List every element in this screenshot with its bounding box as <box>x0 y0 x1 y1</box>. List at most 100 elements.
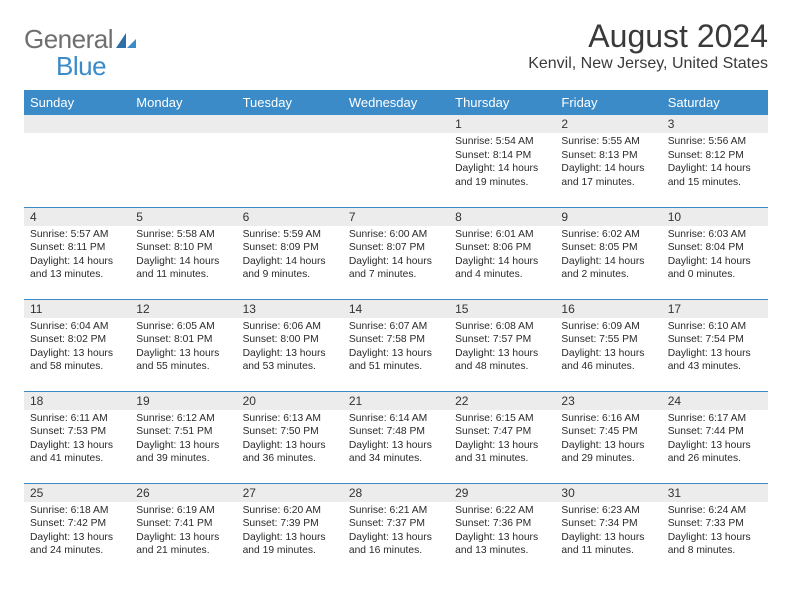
sunset-line: Sunset: 7:41 PM <box>136 518 212 529</box>
sunrise-line: Sunrise: 6:08 AM <box>455 321 533 332</box>
daylight-line: Daylight: 14 hours and 7 minutes. <box>349 256 432 281</box>
sunrise-line: Sunrise: 6:21 AM <box>349 505 427 516</box>
daylight-line: Daylight: 13 hours and 46 minutes. <box>561 348 644 373</box>
day-number <box>130 115 236 133</box>
calendar-day-cell: 13 Sunrise: 6:06 AM Sunset: 8:00 PM Dayligh… <box>237 299 343 391</box>
calendar-day-cell: 23Sunrise: 6:16 AMSunset: 7:45 PMDayligh… <box>555 391 661 483</box>
sunset-line: Sunset: 8:00 PM <box>243 334 319 345</box>
calendar-day-cell: 4Sunrise: 5:57 AMSunset: 8:11 PMDaylight… <box>24 207 130 299</box>
daylight-line: Daylight: 14 hours and 0 minutes. <box>668 256 751 281</box>
weekday-header: Monday <box>130 90 236 115</box>
sunrise-line: Sunrise: 6:06 AM <box>243 321 321 332</box>
day-number: 27 <box>237 484 343 502</box>
day-number: 13 <box>237 300 343 318</box>
day-details: Sunrise: 5:57 AMSunset: 8:11 PMDaylight:… <box>24 226 130 285</box>
day-details: Sunrise: 6:02 AMSunset: 8:05 PMDaylight:… <box>555 226 661 285</box>
sunset-line: Sunset: 8:07 PM <box>349 242 425 253</box>
day-number: 14 <box>343 300 449 318</box>
sunrise-line: Sunrise: 6:10 AM <box>668 321 746 332</box>
sunset-line: Sunset: 8:12 PM <box>668 150 744 161</box>
day-number: 26 <box>130 484 236 502</box>
sunset-line: Sunset: 7:47 PM <box>455 426 531 437</box>
day-details: Sunrise: 6:19 AMSunset: 7:41 PMDaylight:… <box>130 502 236 561</box>
sunset-line: Sunset: 7:45 PM <box>561 426 637 437</box>
day-number: 17 <box>662 300 768 318</box>
calendar-day-cell: 17Sunrise: 6:10 AMSunset: 7:54 PMDayligh… <box>662 299 768 391</box>
sunrise-line: Sunrise: 6:20 AM <box>243 505 321 516</box>
calendar-header-row: SundayMondayTuesdayWednesdayThursdayFrid… <box>24 90 768 115</box>
day-details: Sunrise: 6:14 AMSunset: 7:48 PMDaylight:… <box>343 410 449 469</box>
logo-text-blue: Blue <box>56 51 106 82</box>
sunrise-line: Sunrise: 6:11 AM <box>30 413 108 424</box>
daylight-line: Daylight: 13 hours and 19 minutes. <box>243 532 326 557</box>
sunrise-line: Sunrise: 6:13 AM <box>243 413 321 424</box>
daylight-line: Daylight: 14 hours and 17 minutes. <box>561 163 644 188</box>
day-number: 5 <box>130 208 236 226</box>
day-details: Sunrise: 6:22 AMSunset: 7:36 PMDaylight:… <box>449 502 555 561</box>
day-number: 15 <box>449 300 555 318</box>
day-details: Sunrise: 6:23 AMSunset: 7:34 PMDaylight:… <box>555 502 661 561</box>
sunset-line: Sunset: 7:37 PM <box>349 518 425 529</box>
weekday-header: Sunday <box>24 90 130 115</box>
sunset-line: Sunset: 8:13 PM <box>561 150 637 161</box>
day-number <box>237 115 343 133</box>
location-subtitle: Kenvil, New Jersey, United States <box>528 55 768 73</box>
day-details: Sunrise: 6:05 AMSunset: 8:01 PMDaylight:… <box>130 318 236 377</box>
daylight-line: Daylight: 13 hours and 55 minutes. <box>136 348 219 373</box>
sunrise-line: Sunrise: 6:02 AM <box>561 229 639 240</box>
calendar-day-empty <box>24 115 130 207</box>
calendar-day-cell: 18Sunrise: 6:11 AMSunset: 7:53 PMDayligh… <box>24 391 130 483</box>
sunrise-line: Sunrise: 6:00 AM <box>349 229 427 240</box>
calendar-day-cell: 31Sunrise: 6:24 AMSunset: 7:33 PMDayligh… <box>662 483 768 575</box>
sunrise-line: Sunrise: 5:55 AM <box>561 136 639 147</box>
calendar-day-cell: 2 Sunrise: 5:55 AM Sunset: 8:13 PM Daylight… <box>555 115 661 207</box>
calendar-day-cell: 27Sunrise: 6:20 AMSunset: 7:39 PMDayligh… <box>237 483 343 575</box>
sunset-line: Sunset: 8:02 PM <box>30 334 106 345</box>
sunset-line: Sunset: 8:14 PM <box>455 150 531 161</box>
sunset-line: Sunset: 7:55 PM <box>561 334 637 345</box>
daylight-line: Daylight: 13 hours and 58 minutes. <box>30 348 113 373</box>
sunrise-line: Sunrise: 6:09 AM <box>561 321 639 332</box>
day-number: 2 <box>555 115 661 133</box>
day-details: Sunrise: 6:00 AM Sunset: 8:07 PM Daylight:… <box>343 226 449 285</box>
day-number: 16 <box>555 300 661 318</box>
day-number: 25 <box>24 484 130 502</box>
sunset-line: Sunset: 7:50 PM <box>243 426 319 437</box>
day-details: Sunrise: 6:06 AM Sunset: 8:00 PM Daylight:… <box>237 318 343 377</box>
day-number: 7 <box>343 208 449 226</box>
calendar-day-cell: 14Sunrise: 6:07 AMSunset: 7:58 PMDayligh… <box>343 299 449 391</box>
day-details: Sunrise: 6:11 AMSunset: 7:53 PMDaylight:… <box>24 410 130 469</box>
calendar-day-cell: 10Sunrise: 6:03 AMSunset: 8:04 PMDayligh… <box>662 207 768 299</box>
calendar-day-empty <box>130 115 236 207</box>
day-number: 8 <box>449 208 555 226</box>
daylight-line: Daylight: 13 hours and 39 minutes. <box>136 440 219 465</box>
calendar-page: General August 2024 Kenvil, New Jersey, … <box>0 0 792 589</box>
daylight-line: Daylight: 14 hours and 19 minutes. <box>455 163 538 188</box>
daylight-line: Daylight: 14 hours and 4 minutes. <box>455 256 538 281</box>
calendar-week-row: 1Sunrise: 5:54 AMSunset: 8:14 PMDaylight… <box>24 115 768 207</box>
sunset-line: Sunset: 8:11 PM <box>30 242 105 253</box>
calendar-week-row: 4Sunrise: 5:57 AMSunset: 8:11 PMDaylight… <box>24 207 768 299</box>
sunset-line: Sunset: 8:05 PM <box>561 242 637 253</box>
calendar-day-cell: 8Sunrise: 6:01 AMSunset: 8:06 PMDaylight… <box>449 207 555 299</box>
sunset-line: Sunset: 8:01 PM <box>136 334 212 345</box>
sunrise-line: Sunrise: 6:24 AM <box>668 505 746 516</box>
day-details: Sunrise: 6:17 AMSunset: 7:44 PMDaylight:… <box>662 410 768 469</box>
sunrise-line: Sunrise: 6:07 AM <box>349 321 427 332</box>
weekday-header: Friday <box>555 90 661 115</box>
sunrise-line: Sunrise: 6:01 AM <box>455 229 533 240</box>
weekday-header: Saturday <box>662 90 768 115</box>
sunrise-line: Sunrise: 6:12 AM <box>136 413 214 424</box>
sunset-line: Sunset: 7:33 PM <box>668 518 744 529</box>
day-details: Sunrise: 6:16 AMSunset: 7:45 PMDaylight:… <box>555 410 661 469</box>
daylight-line: Daylight: 13 hours and 34 minutes. <box>349 440 432 465</box>
calendar-day-cell: 15Sunrise: 6:08 AMSunset: 7:57 PMDayligh… <box>449 299 555 391</box>
calendar-day-cell: 24Sunrise: 6:17 AMSunset: 7:44 PMDayligh… <box>662 391 768 483</box>
daylight-line: Daylight: 14 hours and 13 minutes. <box>30 256 113 281</box>
sunset-line: Sunset: 8:10 PM <box>136 242 212 253</box>
sunrise-line: Sunrise: 6:03 AM <box>668 229 746 240</box>
daylight-line: Daylight: 13 hours and 53 minutes. <box>243 348 326 373</box>
day-number <box>24 115 130 133</box>
calendar-day-cell: 28Sunrise: 6:21 AMSunset: 7:37 PMDayligh… <box>343 483 449 575</box>
day-details: Sunrise: 6:07 AMSunset: 7:58 PMDaylight:… <box>343 318 449 377</box>
